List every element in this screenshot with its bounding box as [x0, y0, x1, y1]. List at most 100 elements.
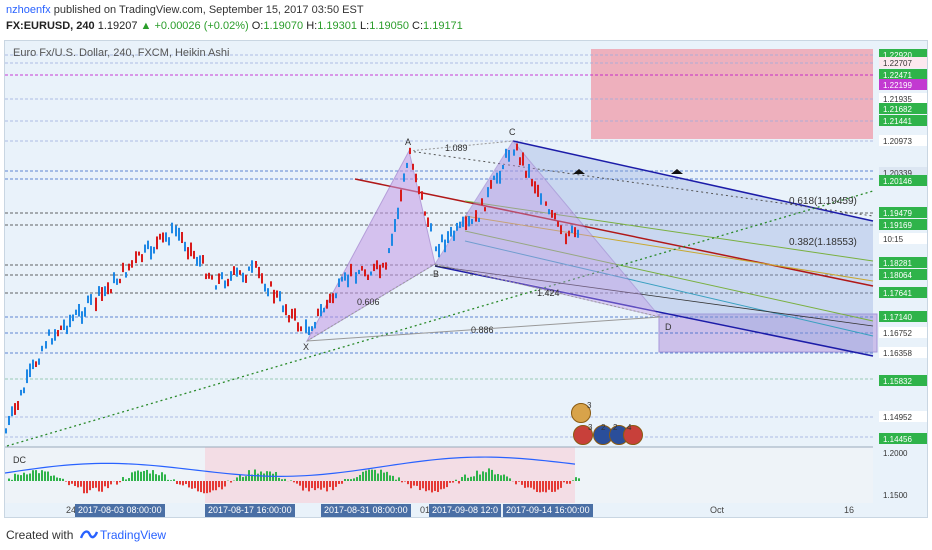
- time-label-1: 2017-08-03 08:00:00: [75, 504, 165, 517]
- osc-bar: [149, 473, 151, 481]
- osc-bar: [257, 473, 259, 481]
- candle: [505, 148, 507, 158]
- candle: [522, 152, 524, 166]
- candle: [409, 147, 411, 155]
- arrow-up-marker[interactable]: [573, 169, 585, 174]
- osc-bar: [422, 481, 424, 489]
- osc-bar: [407, 481, 409, 485]
- candle: [577, 229, 579, 238]
- osc-bar: [224, 481, 226, 487]
- candle: [397, 207, 399, 220]
- pitchfork-fill: [435, 141, 873, 356]
- ratio-xb: 0.606: [357, 297, 380, 307]
- candle: [394, 218, 396, 232]
- candle: [341, 276, 343, 282]
- candle: [51, 338, 53, 345]
- osc-bar: [119, 481, 121, 483]
- dotted-line[interactable]: [408, 150, 874, 217]
- osc-bar: [386, 471, 388, 481]
- osc-bar: [566, 481, 568, 484]
- osc-bar: [455, 479, 457, 481]
- candle: [190, 242, 192, 257]
- candle: [255, 261, 257, 268]
- candle: [258, 266, 260, 279]
- arrow-up-marker-2[interactable]: [671, 169, 683, 174]
- candle: [528, 163, 530, 178]
- event-globe-icon[interactable]: [571, 403, 591, 423]
- candle: [465, 216, 467, 230]
- candle: [453, 230, 455, 241]
- osc-bar: [530, 481, 532, 488]
- time-label-24: 24: [66, 505, 77, 515]
- osc-bar: [155, 474, 157, 481]
- osc-bar: [350, 479, 352, 481]
- osc-bar: [359, 474, 361, 481]
- candle: [184, 241, 186, 252]
- candle: [438, 243, 440, 258]
- osc-bar: [203, 481, 205, 494]
- candle: [196, 256, 198, 266]
- trend-dotted[interactable]: [6, 190, 874, 447]
- osc-bar: [518, 481, 520, 482]
- candle: [156, 236, 158, 250]
- candle: [138, 251, 140, 256]
- candle: [135, 251, 137, 264]
- osc-bar: [521, 481, 523, 485]
- osc-bar: [392, 475, 394, 481]
- resistance-zone[interactable]: [591, 49, 873, 139]
- osc-bar: [527, 481, 529, 488]
- close-label: C:: [412, 20, 424, 32]
- candle: [373, 263, 375, 272]
- osc-bar: [536, 481, 538, 493]
- fib-label-618: 0.618(1.19459): [789, 196, 857, 207]
- osc-bar: [17, 474, 19, 481]
- pattern-xab[interactable]: [305, 149, 436, 343]
- candle: [41, 345, 43, 352]
- osc-bar: [200, 481, 202, 493]
- candle: [141, 254, 143, 263]
- tradingview-logo-icon[interactable]: [80, 526, 98, 542]
- candle: [519, 157, 521, 166]
- candle: [208, 272, 210, 279]
- osc-bar: [164, 474, 166, 481]
- osc-bar: [320, 481, 322, 490]
- fib-line: [434, 265, 874, 327]
- candle: [548, 209, 550, 215]
- price-label: 1.16358: [879, 347, 927, 358]
- candle: [300, 326, 302, 332]
- candle: [224, 280, 226, 289]
- xb-line: [306, 263, 436, 342]
- osc-bar: [242, 477, 244, 481]
- point-c-label: C: [509, 127, 516, 137]
- candle: [165, 232, 167, 242]
- candle: [168, 237, 170, 246]
- low-value: 1.19050: [369, 20, 409, 32]
- osc-bar: [263, 473, 265, 481]
- price-chart[interactable]: Euro Fx/U.S. Dollar, 240, FXCM, Heikin A…: [4, 40, 928, 518]
- flag-icon-1[interactable]: [573, 425, 593, 445]
- price-label: 1.21935: [879, 93, 927, 104]
- author-link[interactable]: nzhoenfx: [6, 4, 51, 16]
- channel-lower-line[interactable]: [434, 265, 874, 357]
- osc-bar: [464, 474, 466, 481]
- candle: [534, 181, 536, 194]
- osc-bar: [140, 471, 142, 481]
- candle: [311, 326, 313, 332]
- tradingview-brand[interactable]: TradingView: [100, 528, 167, 542]
- candle: [358, 269, 360, 275]
- osc-bar: [209, 481, 211, 493]
- candle: [211, 275, 213, 280]
- candle: [285, 304, 287, 316]
- osc-bar: [389, 475, 391, 481]
- osc-bar: [221, 481, 223, 490]
- point-d-label: D: [665, 322, 672, 332]
- chart-canvas[interactable]: [5, 41, 928, 518]
- osc-bar: [395, 479, 397, 481]
- channel-upper-line[interactable]: [512, 140, 874, 222]
- flag-icon-4[interactable]: [623, 425, 643, 445]
- candle: [571, 225, 573, 233]
- candle: [23, 387, 25, 394]
- event-count-5: 4: [627, 423, 632, 432]
- osc-bar: [446, 481, 448, 488]
- channel-mid-line[interactable]: [354, 178, 874, 287]
